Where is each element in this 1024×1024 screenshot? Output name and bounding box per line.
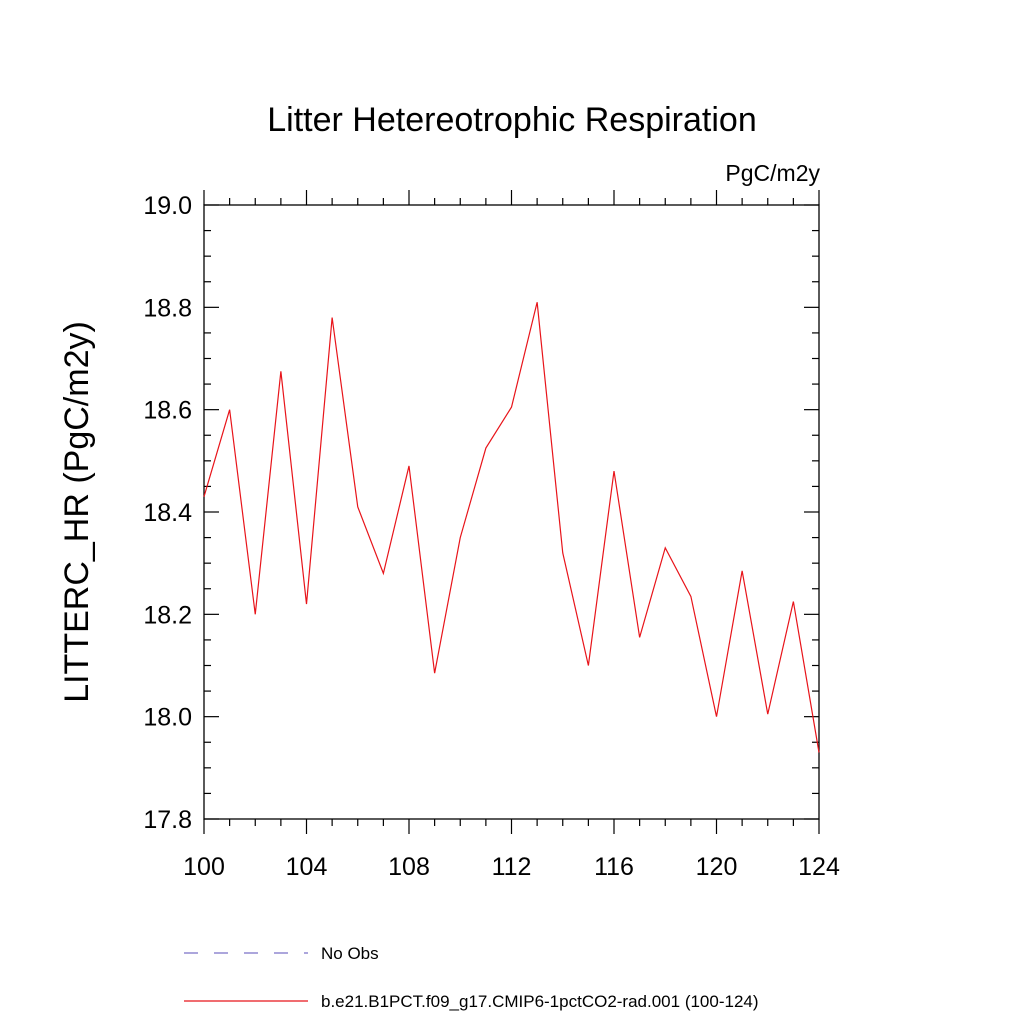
y-tick-label: 18.8 (143, 294, 192, 322)
y-tick-label: 17.8 (143, 806, 192, 834)
x-tick-label: 120 (696, 853, 738, 881)
chart-title: Litter Hetereotrophic Respiration (267, 101, 756, 139)
legend-label-0: No Obs (321, 944, 379, 963)
x-tick-label: 104 (286, 853, 328, 881)
y-tick-label: 19.0 (143, 192, 192, 220)
y-tick-labels: 17.8 18.0 18.2 18.4 18.6 18.8 19.0 (143, 192, 192, 834)
plot-frame (203, 204, 820, 820)
x-tick-label: 112 (492, 853, 532, 881)
y-axis-label: LITTERC_HR (PgC/m2y) (58, 321, 96, 703)
series-line-0 (203, 302, 820, 753)
x-tick-label: 124 (798, 853, 840, 881)
x-tick-label: 100 (183, 853, 225, 881)
legend-label-1: b.e21.B1PCT.f09_g17.CMIP6-1pctCO2-rad.00… (321, 992, 759, 1011)
x-tick-labels: 100 104 108 112 116 120 124 (183, 853, 840, 881)
axis-ticks (203, 190, 820, 834)
y-tick-label: 18.6 (143, 397, 192, 425)
y-tick-label: 18.2 (143, 601, 192, 629)
x-tick-label: 116 (594, 853, 634, 881)
y-tick-label: 18.4 (143, 499, 192, 527)
legend: No Obs b.e21.B1PCT.f09_g17.CMIP6-1pctCO2-… (184, 944, 759, 1011)
units-label: PgC/m2y (725, 160, 820, 186)
y-tick-label: 18.0 (143, 704, 192, 732)
series-layer (203, 302, 820, 753)
x-tick-label: 108 (388, 853, 430, 881)
